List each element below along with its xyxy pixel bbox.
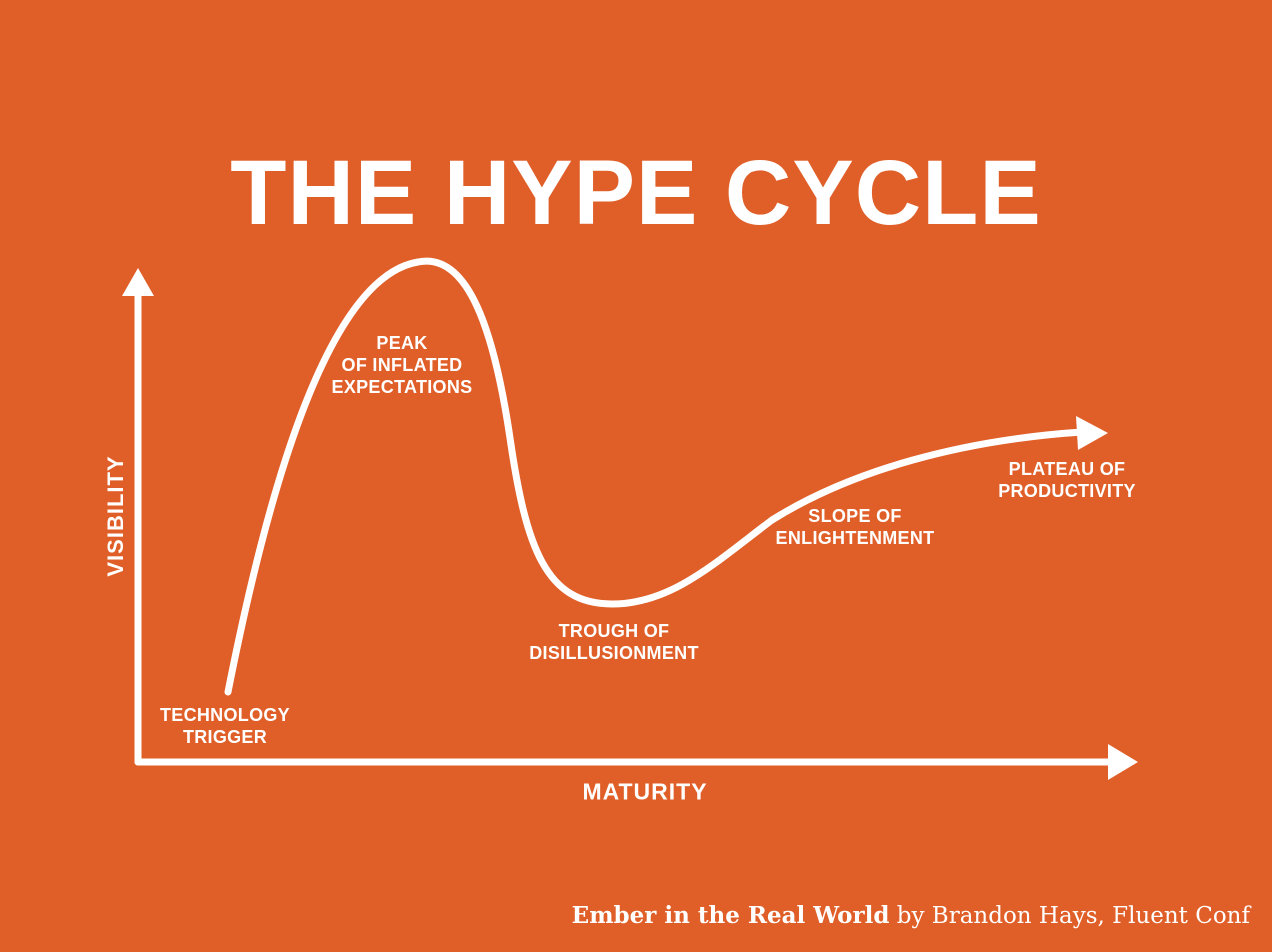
x-axis-label: MATURITY — [582, 778, 708, 805]
label-plateau-of-productivity: PLATEAU OF PRODUCTIVITY — [998, 459, 1136, 501]
x-axis-arrowhead — [1108, 744, 1138, 780]
label-peak-of-inflated-expectations: PEAK OF INFLATED EXPECTATIONS — [331, 333, 473, 397]
label-trough-of-disillusionment: TROUGH OF DISILLUSIONMENT — [529, 621, 699, 663]
y-axis-arrowhead — [122, 268, 154, 296]
slide-title: THE HYPE CYCLE — [230, 142, 1042, 244]
credit-talk-title: Ember in the Real World — [571, 902, 890, 929]
credit-author: by Brandon Hays, Fluent Conf — [889, 903, 1250, 929]
y-axis-label: VISIBILITY — [103, 455, 128, 577]
curve-arrowhead — [1076, 416, 1108, 450]
label-slope-of-enlightenment: SLOPE OF ENLIGHTENMENT — [775, 506, 935, 548]
hype-curve — [224, 257, 1086, 696]
credit-line: Ember in the Real World by Brandon Hays,… — [572, 902, 1250, 929]
label-technology-trigger: TECHNOLOGY TRIGGER — [159, 705, 290, 747]
